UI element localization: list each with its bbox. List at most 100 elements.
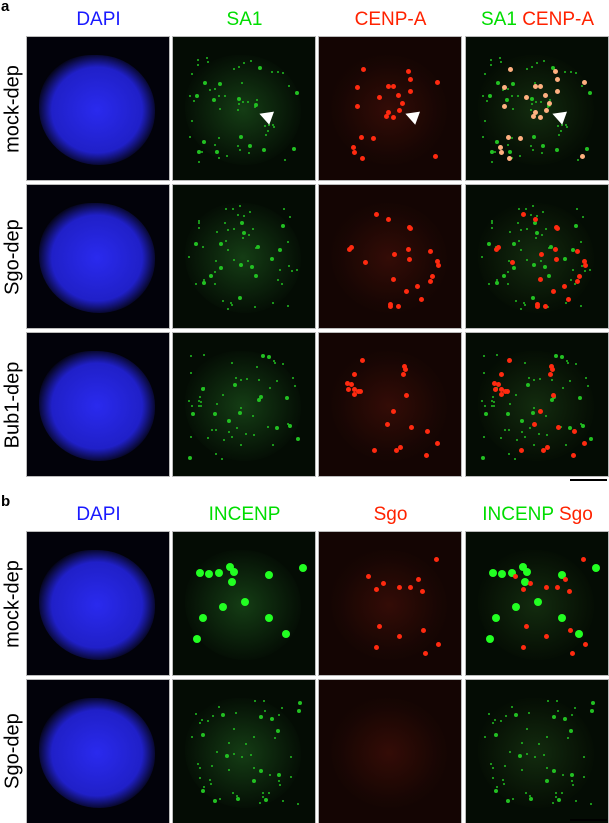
header-merge: SA1 CENP-A [466,9,609,31]
fluorescent-spot [222,300,225,303]
fluorescent-spot [484,120,487,123]
fluorescent-spot [559,354,564,359]
fluorescent-spot [377,95,383,101]
fluorescent-spot [542,304,548,310]
fluorescent-spot [254,700,257,703]
fluorescent-spot [538,276,544,282]
fluorescent-spot [491,766,494,769]
fluorescent-spot [244,432,247,435]
fluorescent-spot [278,784,281,787]
fluorescent-spot [285,396,290,401]
fluorescent-spot [529,796,534,801]
fluorescent-spot [188,256,190,259]
fluorescent-spot [267,791,270,794]
fluorescent-spot [291,147,296,152]
fluorescent-spot [546,274,551,279]
fluorescent-spot [270,716,275,721]
cell-body [478,351,594,461]
fluorescent-spot [523,567,532,576]
fluorescent-spot [494,718,497,721]
fluorescent-spot [535,231,540,236]
fluorescent-spot [532,221,537,226]
fluorescent-spot [531,134,536,139]
fluorescent-spot [230,301,233,304]
image-panel-a-mock-dep-green [173,37,315,180]
fluorescent-spot [435,258,441,264]
fluorescent-spot [487,282,490,285]
fluorescent-spot [397,634,403,640]
fluorescent-spot [294,384,297,387]
fluorescent-spot [555,700,558,703]
fluorescent-spot [422,650,428,656]
fluorescent-spot [259,768,264,773]
fluorescent-spot [203,281,205,283]
fluorescent-spot [520,769,523,772]
fluorescent-spot [543,59,546,62]
fluorescent-spot [201,732,206,737]
fluorescent-spot [485,634,494,643]
fluorescent-spot [233,68,236,71]
fluorescent-spot [390,115,396,121]
fluorescent-spot [223,221,226,224]
fluorescent-spot [188,455,193,460]
fluorescent-spot [199,400,202,403]
header-sa1: SA1 [226,9,263,30]
fluorescent-spot [190,372,193,375]
fluorescent-spot [515,300,518,303]
image-panel-a-mock-dep-red [319,37,461,180]
fluorescent-spot [269,774,272,777]
fluorescent-spot [292,377,295,380]
fluorescent-spot [271,124,274,127]
cell-body [185,55,301,165]
image-panel-a-Sgo-dep-dapi [27,185,169,328]
fluorescent-spot [395,304,401,310]
fluorescent-spot [197,222,200,225]
fluorescent-spot [383,114,389,120]
fluorescent-spot [225,207,228,210]
fluorescent-spot [199,405,202,408]
fluorescent-spot [575,800,578,803]
fluorescent-spot [491,399,494,402]
fluorescent-spot [573,707,576,710]
fluorescent-spot [524,208,527,211]
fluorescent-spot [236,794,239,797]
fluorescent-spot [435,441,441,447]
fluorescent-spot [198,776,201,779]
fluorescent-spot [566,589,572,595]
header-cenpa: CENP-A [354,9,427,30]
fluorescent-spot [519,419,524,424]
fluorescent-spot [540,260,543,263]
fluorescent-spot [481,94,484,97]
fluorescent-spot [577,158,580,161]
fluorescent-spot [197,64,200,67]
fluorescent-spot [270,256,275,261]
fluorescent-spot [555,226,561,231]
fluorescent-spot [351,145,357,151]
fluorescent-spot [502,104,508,110]
image-panel-b-Sgo-dep-merge [466,680,608,823]
fluorescent-spot [509,402,512,405]
fluorescent-spot [569,71,572,74]
fluorescent-spot [403,393,409,399]
fluorescent-spot [523,623,529,629]
fluorescent-spot [527,580,533,586]
fluorescent-spot [386,84,392,90]
fluorescent-spot [589,436,594,441]
fluorescent-spot [494,732,499,737]
fluorescent-spot [532,443,535,446]
fluorescent-spot [400,371,406,377]
fluorescent-spot [215,230,218,233]
fluorescent-spot [508,569,517,578]
fluorescent-spot [201,718,204,721]
image-panel-b-Sgo-dep-red [319,680,461,823]
fluorescent-spot [433,154,439,160]
fluorescent-spot [218,94,220,97]
fluorescent-spot [582,755,585,758]
fluorescent-spot [279,269,282,272]
fluorescent-spot [204,569,213,578]
fluorescent-spot [217,157,220,160]
fluorescent-spot [553,257,559,263]
fluorescent-spot [428,249,434,255]
fluorescent-spot [540,101,543,104]
fluorescent-spot [388,304,394,310]
